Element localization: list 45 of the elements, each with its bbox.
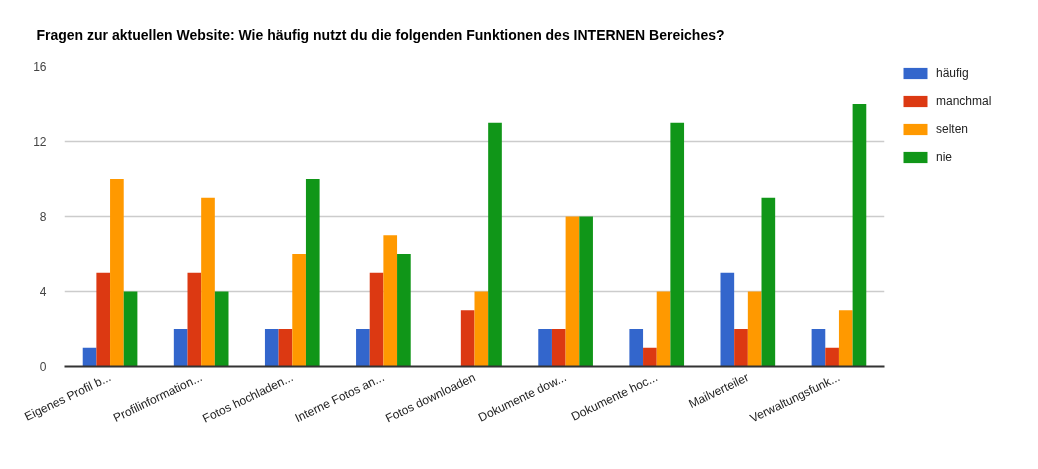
- bar: [201, 197, 215, 367]
- bar: [838, 310, 853, 367]
- bar: [720, 272, 735, 367]
- bar: [488, 122, 502, 367]
- bar: [579, 216, 593, 367]
- bar: [96, 272, 111, 367]
- bar: [110, 179, 124, 367]
- y-tick-label: 12: [33, 135, 47, 149]
- y-tick-label: 4: [39, 285, 47, 299]
- bar: [278, 329, 293, 367]
- bar: [397, 254, 411, 367]
- legend-label: häufig: [936, 66, 969, 80]
- legend-label: manchmal: [936, 94, 992, 108]
- bar: [852, 104, 867, 367]
- bar: [565, 216, 580, 367]
- bar: [292, 254, 306, 367]
- bar: [656, 291, 671, 367]
- bar: [173, 329, 188, 367]
- bar: [383, 235, 398, 367]
- bar: [761, 197, 776, 367]
- bar: [460, 310, 475, 367]
- bar: [123, 291, 138, 367]
- bar: [629, 329, 644, 367]
- bar: [214, 291, 229, 367]
- bar: [474, 291, 489, 367]
- y-tick-label: 16: [33, 60, 47, 74]
- y-tick-label: 0: [39, 360, 47, 374]
- bar: [305, 179, 320, 367]
- chart-title: Fragen zur aktuellen Website: Wie häufig nutzt du die folgenden Funktionen des INTERNEN Bereiches?: [36, 26, 725, 43]
- bar: [551, 329, 566, 367]
- legend-label: nie: [936, 150, 953, 164]
- bar: [369, 272, 384, 367]
- bar: [811, 329, 826, 367]
- bar: [356, 329, 370, 367]
- bar: [825, 347, 839, 367]
- bar: [734, 329, 748, 367]
- bar: [264, 329, 279, 367]
- bar: [643, 347, 657, 367]
- y-tick-label: 8: [39, 210, 47, 224]
- bar: [538, 329, 552, 367]
- legend-label: selten: [936, 122, 969, 136]
- bar: [670, 122, 685, 367]
- bar: [747, 291, 762, 367]
- bar: [187, 272, 202, 367]
- bar: [82, 347, 97, 367]
